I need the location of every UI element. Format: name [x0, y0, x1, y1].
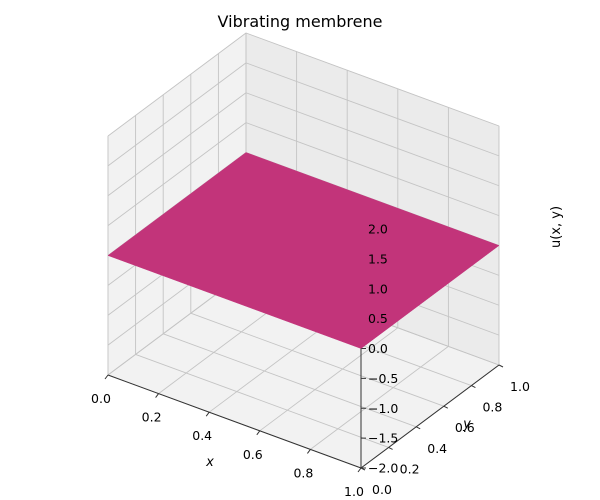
- z-axis-label: u(x, y): [549, 206, 564, 248]
- x-axis-label: x: [205, 455, 214, 470]
- y-grid-line-floor: [190, 312, 444, 407]
- z-grid-line-side: [107, 92, 247, 197]
- x-tick-label: 0.4: [192, 428, 212, 443]
- y-tick-label: 0.2: [400, 461, 420, 476]
- y-tick-mark: [471, 385, 476, 389]
- z-grid-line-side: [107, 122, 247, 226]
- x-tick-mark: [104, 374, 109, 380]
- y-tick-label: 0.8: [482, 400, 502, 415]
- x-axis-line: [107, 374, 362, 469]
- z-grid-line-side: [107, 32, 247, 137]
- x-tick-label: 0.2: [142, 410, 162, 425]
- y-tick-mark: [443, 405, 449, 409]
- z-grid-line-back: [245, 62, 500, 157]
- x-grid-line-floor: [310, 346, 449, 450]
- y-tick-label: 1.0: [510, 379, 530, 394]
- z-grid-line-side: [107, 62, 247, 167]
- z-tick-label: 0.0: [368, 341, 388, 356]
- z-tick-label: −1.0: [368, 401, 398, 416]
- z-tick-label: 1.0: [368, 281, 388, 296]
- y-tick-mark: [415, 426, 421, 430]
- x-tick-label: 0.0: [91, 391, 111, 406]
- chart-title: Vibrating membrene: [218, 12, 383, 31]
- z-grid-line-back: [245, 32, 500, 127]
- membrane-surface: [107, 152, 500, 349]
- y-tick-mark: [498, 364, 504, 368]
- x-tick-mark: [155, 393, 160, 398]
- z-tick-label: 0.5: [368, 311, 388, 326]
- x-tick-mark: [306, 449, 311, 454]
- z-grid-line-back: [245, 122, 500, 217]
- x-tick-label: 0.6: [243, 447, 263, 462]
- surface-group: [107, 152, 500, 349]
- z-grid-line-back: [245, 92, 500, 187]
- tick-labels: 0.0 0.2 0.4 0.6 0.8 1.0 0.0 0.2 0.4 0.6 0.8 1.0 −2.0…: [91, 222, 530, 500]
- z-tick-label: 2.0: [368, 222, 388, 237]
- x-grid-line-floor: [259, 327, 399, 432]
- z-tick-label: −2.0: [368, 461, 398, 476]
- y-tick-mark: [388, 446, 393, 450]
- x-tick-mark: [205, 411, 210, 417]
- z-tick-label: 1.5: [368, 251, 388, 266]
- y-tick-label: 0.0: [372, 482, 392, 497]
- y-grid-line-floor: [135, 353, 389, 448]
- y-axis-line: [360, 364, 500, 469]
- y-tick-label: 0.4: [427, 441, 447, 456]
- y-grid-line-floor: [163, 333, 417, 428]
- x-tick-mark: [256, 430, 261, 436]
- y-axis-label: y: [462, 417, 471, 432]
- y-tick-label: 0.6: [455, 420, 475, 435]
- x-tick-label: 1.0: [344, 484, 364, 499]
- z-tick-label: −1.5: [368, 431, 398, 446]
- x-tick-mark: [357, 467, 362, 473]
- z-tick-label: −0.5: [368, 371, 398, 386]
- x-tick-label: 0.8: [293, 465, 313, 480]
